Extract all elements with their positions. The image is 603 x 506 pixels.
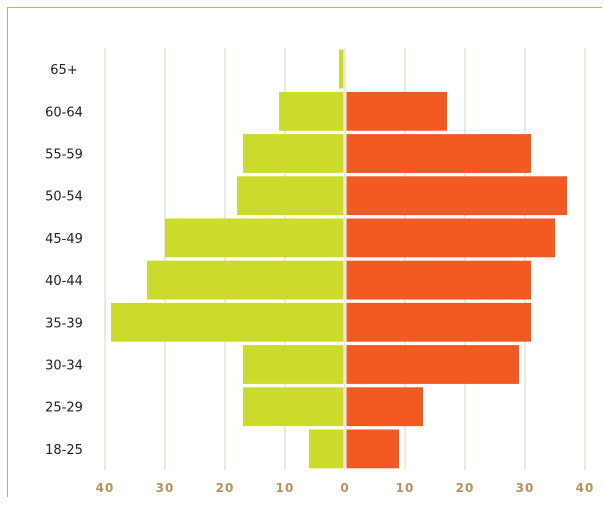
bar-left-30-34 — [243, 345, 344, 384]
right-series-bars — [346, 91, 567, 469]
category-labels: 18-25 25-29 30-34 35-39 40-44 45-49 50-54 55-59… — [45, 63, 83, 458]
bar-right-35-39 — [346, 302, 531, 342]
category-label-50-54: 50-54 — [45, 190, 83, 205]
bar-right-55-59 — [346, 134, 531, 173]
category-label-40-44: 40-44 — [45, 274, 83, 289]
category-label-25-29: 25-29 — [45, 401, 83, 416]
category-label-55-59: 55-59 — [45, 148, 83, 163]
category-label-30-34: 30-34 — [45, 359, 83, 374]
bar-left-25-29 — [243, 387, 344, 427]
bar-left-50-54 — [237, 176, 344, 216]
x-tick-label-1: 30 — [156, 481, 175, 495]
left-series-bars — [111, 49, 344, 469]
category-label-18-25: 18-25 — [45, 443, 83, 458]
chart-frame — [7, 7, 602, 497]
x-tick-label-3: 10 — [276, 481, 295, 495]
x-tick-labels: 40 30 20 10 0 10 20 30 40 — [96, 481, 595, 495]
bar-left-45-49 — [165, 218, 344, 258]
bar-right-45-49 — [346, 218, 555, 258]
category-label-45-49: 45-49 — [45, 232, 83, 247]
x-tick-label-5: 10 — [396, 481, 415, 495]
x-tick-label-8: 40 — [576, 481, 595, 495]
bar-right-25-29 — [346, 387, 423, 427]
bar-right-40-44 — [346, 260, 531, 300]
bar-left-55-59 — [243, 134, 344, 173]
x-tick-label-6: 20 — [456, 481, 475, 495]
grid-lines — [104, 48, 586, 470]
x-tick-label-0: 40 — [96, 481, 115, 495]
bar-left-40-44 — [147, 260, 344, 300]
bar-right-60-64 — [346, 91, 447, 131]
bar-right-50-54 — [346, 176, 567, 216]
category-label-65+: 65+ — [50, 63, 77, 78]
bar-right-30-34 — [346, 345, 519, 384]
category-label-35-39: 35-39 — [45, 316, 83, 331]
x-tick-label-4: 0 — [340, 481, 349, 495]
bar-left-35-39 — [111, 302, 344, 342]
bar-left-18-25 — [309, 429, 344, 469]
category-label-60-64: 60-64 — [45, 105, 83, 120]
bar-right-18-25 — [346, 429, 399, 469]
x-tick-label-7: 30 — [516, 481, 535, 495]
bar-left-65+ — [339, 49, 344, 89]
x-tick-label-2: 20 — [216, 481, 235, 495]
bar-left-60-64 — [279, 91, 344, 131]
